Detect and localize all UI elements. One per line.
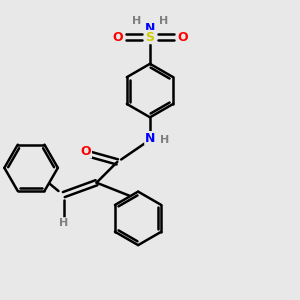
Text: O: O [81,145,92,158]
Text: O: O [112,31,123,44]
Text: H: H [160,135,169,145]
Text: N: N [145,132,155,145]
Text: O: O [177,31,188,44]
Text: N: N [145,22,155,34]
Text: H: H [159,16,168,26]
Text: H: H [59,218,68,228]
Text: S: S [146,31,154,44]
Text: H: H [132,16,141,26]
